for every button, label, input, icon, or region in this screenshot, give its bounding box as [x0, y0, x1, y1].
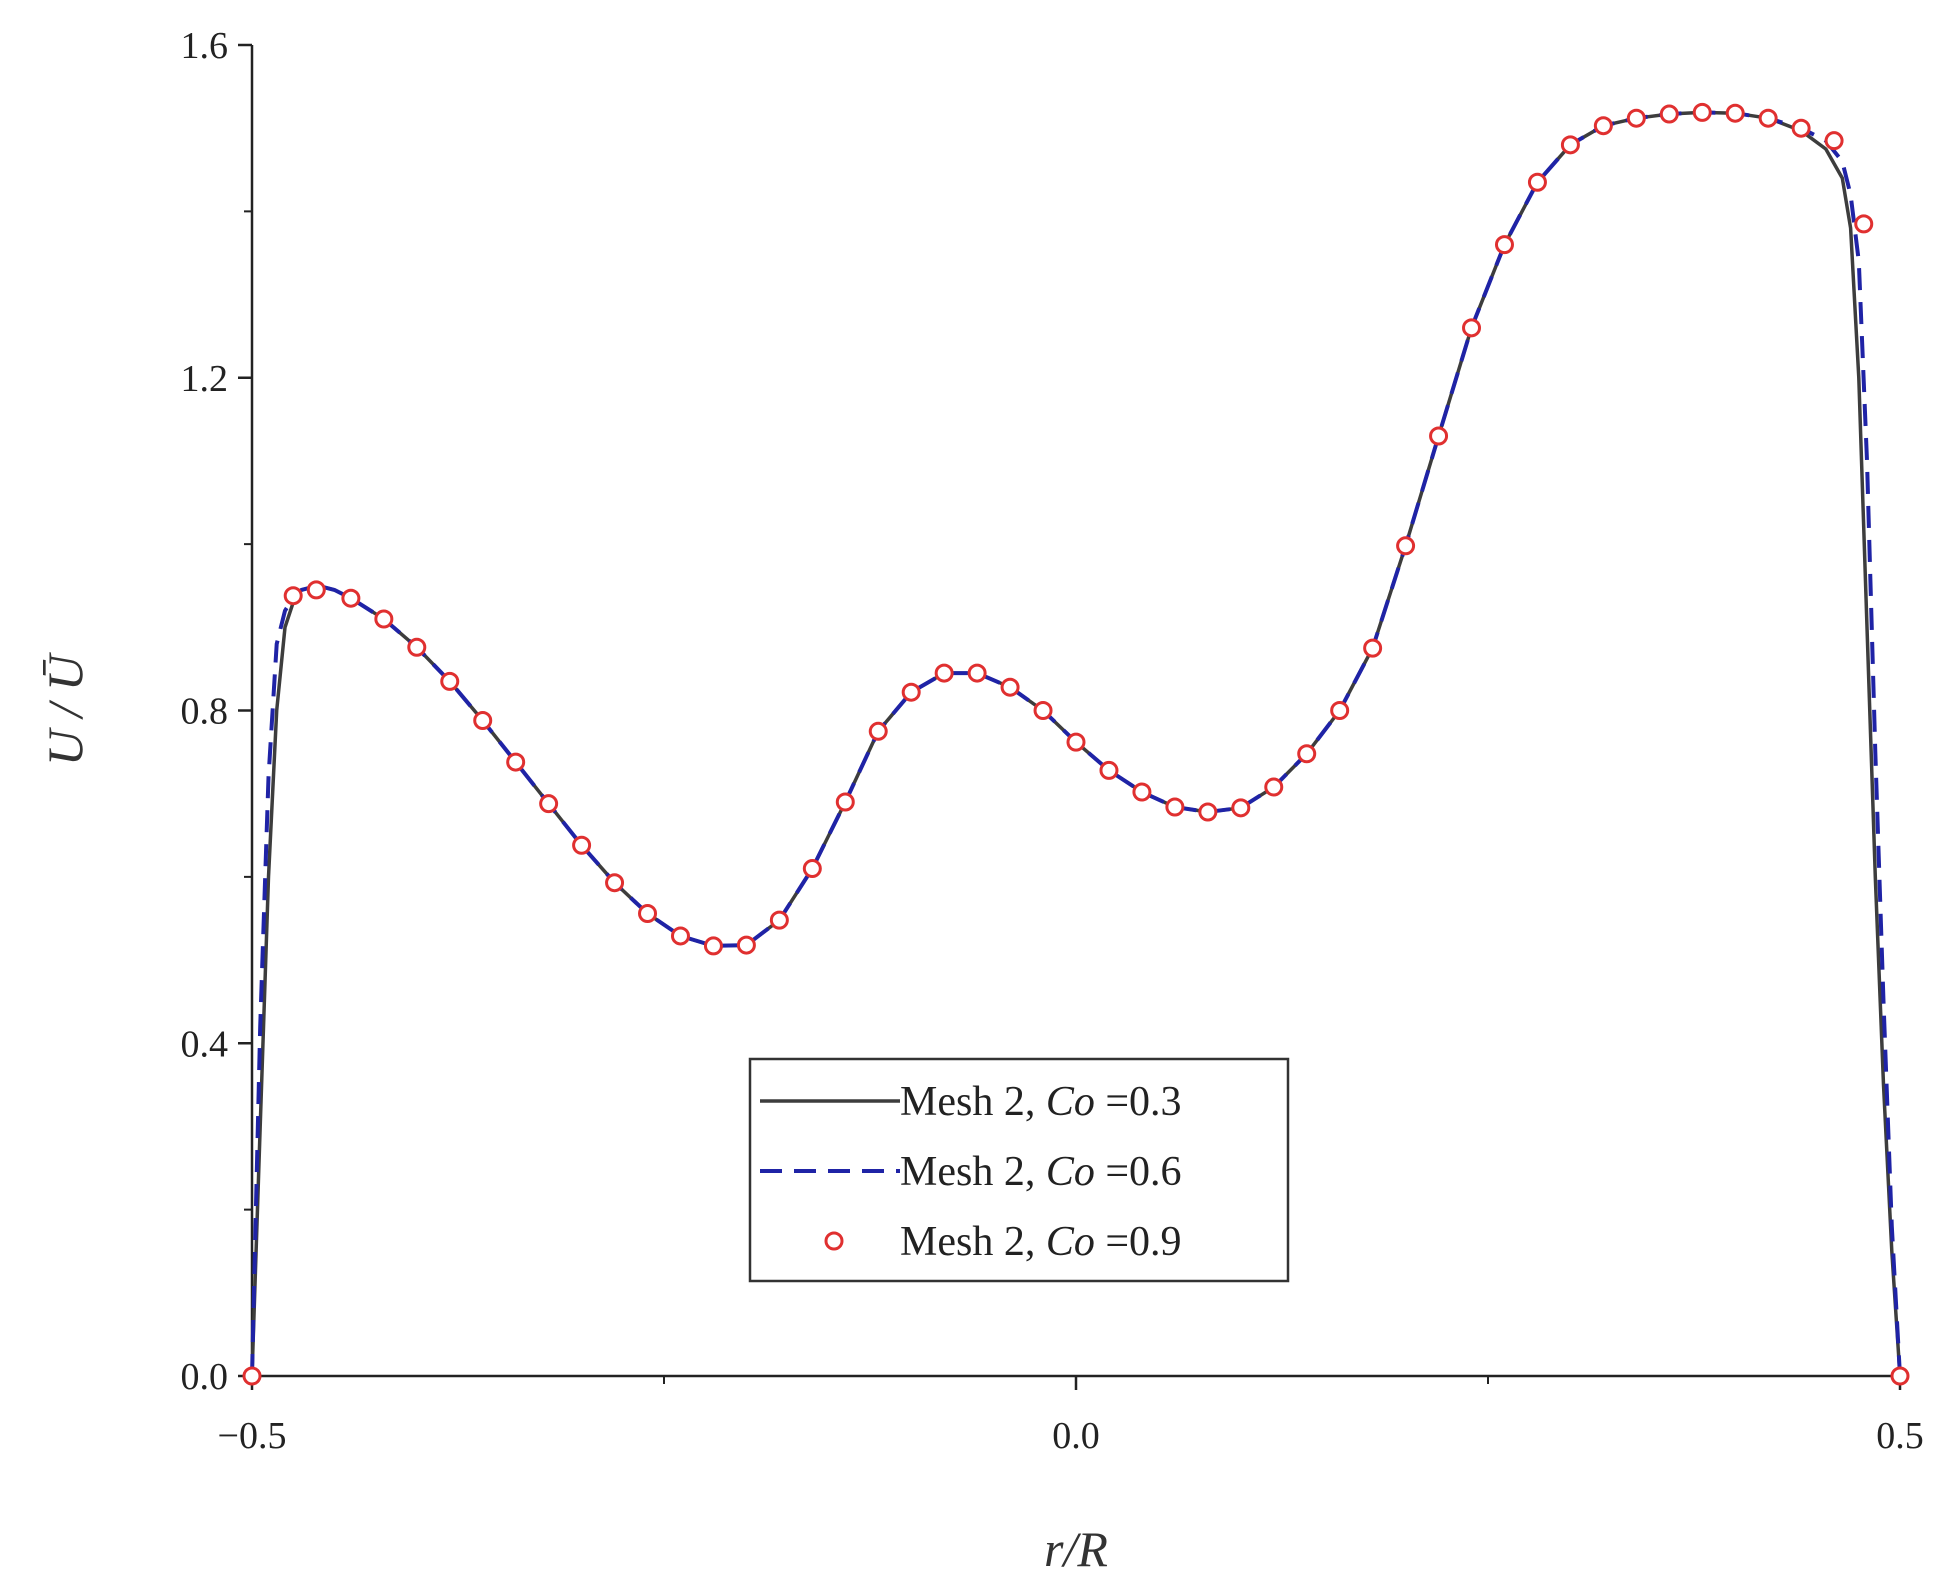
data-point	[341, 588, 361, 608]
data-point	[506, 752, 526, 772]
data-point	[638, 903, 658, 923]
data-point	[1791, 118, 1811, 138]
data-point	[1824, 131, 1844, 151]
data-point	[1198, 802, 1218, 822]
axis-labels: r/R U / Ū	[37, 652, 1108, 1577]
data-point	[1033, 701, 1053, 720]
data-point	[934, 663, 954, 683]
data-point	[1725, 103, 1745, 123]
x-tick-label: 0.5	[1876, 1415, 1924, 1457]
data-point	[901, 682, 921, 702]
x-axis-title: r/R	[1044, 1521, 1108, 1577]
plot-series	[242, 102, 1910, 1386]
data-point	[1396, 536, 1416, 556]
data-point	[1165, 797, 1185, 817]
y-tick-label: 0.4	[181, 1023, 229, 1065]
data-point	[802, 859, 822, 879]
x-tick-label: 0.0	[1052, 1415, 1100, 1457]
data-point	[1462, 318, 1482, 338]
data-point	[1132, 782, 1152, 802]
data-point	[539, 794, 559, 814]
data-point	[1527, 172, 1547, 192]
data-point	[374, 609, 394, 629]
legend-entry: Mesh 2, Co =0.6	[760, 1149, 1182, 1195]
data-point	[1330, 701, 1350, 720]
legend: Mesh 2, Co =0.3 Mesh 2, Co =0.6 Mesh 2, Co…	[748, 1057, 1290, 1283]
data-point	[967, 663, 987, 683]
data-point	[1000, 677, 1020, 697]
data-point	[1626, 108, 1646, 128]
data-point	[473, 710, 493, 730]
data-point	[242, 1366, 262, 1386]
data-point	[572, 835, 592, 855]
data-point	[1692, 102, 1712, 122]
data-point	[306, 580, 326, 600]
series-3	[242, 102, 1910, 1386]
x-tick-label: −0.5	[218, 1415, 287, 1457]
axes: 0.0 0.4 0.8 1.2 1.6 −0.5 0.0 0.5	[181, 25, 1924, 1457]
data-point	[1890, 1366, 1910, 1386]
data-point	[1659, 104, 1679, 124]
y-tick-label: 1.6	[181, 25, 229, 67]
legend-entry: Mesh 2, Co =0.9	[824, 1219, 1182, 1265]
y-tick-label: 0.0	[181, 1356, 229, 1398]
y-tick-label: 1.2	[181, 358, 229, 400]
data-point	[1593, 116, 1613, 136]
y-tick-label: 0.8	[181, 691, 229, 733]
data-point	[605, 873, 625, 893]
data-point	[1494, 235, 1514, 255]
data-point	[407, 637, 427, 657]
data-point	[1231, 798, 1251, 818]
data-point	[736, 935, 756, 955]
data-point	[1099, 760, 1119, 780]
data-point	[835, 792, 855, 812]
data-point	[868, 721, 888, 741]
legend-marker	[824, 1231, 844, 1251]
data-point	[1758, 108, 1778, 128]
legend-label: Mesh 2, Co =0.3	[900, 1079, 1182, 1125]
data-point	[283, 586, 303, 606]
legend-label: Mesh 2, Co =0.6	[900, 1149, 1182, 1195]
data-point	[440, 671, 460, 691]
data-point	[1854, 214, 1874, 234]
data-point	[769, 910, 789, 930]
legend-entry: Mesh 2, Co =0.3	[760, 1079, 1182, 1125]
data-point	[1264, 777, 1284, 797]
data-point	[1066, 732, 1086, 752]
legend-label: Mesh 2, Co =0.9	[900, 1219, 1182, 1265]
data-point	[1363, 638, 1383, 658]
data-point	[703, 936, 723, 956]
y-axis-title: U / Ū	[37, 652, 93, 766]
data-point	[1429, 426, 1449, 446]
data-point	[1297, 744, 1317, 764]
data-point	[1560, 135, 1580, 155]
data-point	[670, 926, 690, 946]
